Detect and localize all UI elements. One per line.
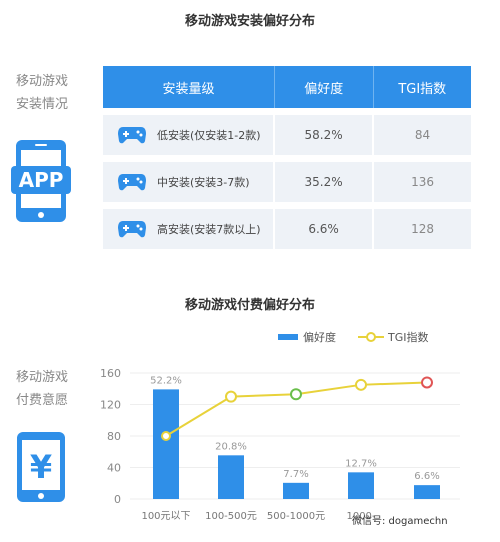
- legend-line-label: TGI指数: [387, 330, 429, 344]
- install-side-label: 移动游戏 安装情况: [2, 70, 82, 116]
- legend-bar-swatch: [278, 334, 298, 340]
- bar: [283, 482, 309, 499]
- install-table: 安装量级 偏好度 TGI指数 低安装(仅安装1-2款) 58.2% 84 中安装…: [103, 66, 471, 249]
- row-tgi: 136: [372, 162, 471, 202]
- x-tick-label: 500-1000元: [267, 511, 325, 522]
- payment-side-label: 移动游戏 付费意愿: [2, 366, 82, 412]
- side-label-line-1: 移动游戏: [15, 370, 68, 385]
- yuan-icon-text: ¥: [30, 448, 52, 486]
- table-header: 安装量级 偏好度 TGI指数: [103, 66, 471, 108]
- bar: [218, 455, 244, 499]
- tgi-point: [421, 376, 433, 389]
- side-label-line-1: 移动游戏: [15, 74, 68, 89]
- row-tgi: 84: [372, 115, 471, 155]
- app-phone-icon: APP: [11, 138, 71, 224]
- row-pref: 58.2%: [273, 115, 372, 155]
- side-label-line-2: 安装情况: [15, 97, 68, 112]
- y-tick-label: 160: [100, 367, 121, 380]
- bar: [414, 485, 440, 499]
- tgi-point: [290, 388, 302, 401]
- header-tgi: TGI指数: [372, 66, 471, 108]
- y-tick-label: 40: [107, 462, 121, 475]
- header-preference: 偏好度: [274, 66, 372, 108]
- row-label: 高安装(安装7款以上): [157, 223, 261, 236]
- legend-line-marker: [366, 332, 376, 342]
- side-label-line-2: 付费意愿: [15, 393, 68, 408]
- payment-title: 移动游戏付费偏好分布: [184, 298, 315, 313]
- bar-data-label: 7.7%: [283, 469, 308, 480]
- header-install-level: 安装量级: [162, 81, 215, 97]
- bar-data-label: 6.6%: [414, 471, 439, 482]
- table-row: 低安装(仅安装1-2款) 58.2% 84: [103, 115, 471, 155]
- tgi-point: [161, 431, 171, 441]
- table-row: 中安装(安装3-7款) 35.2% 136: [103, 162, 471, 202]
- x-tick-label: 1000-: [346, 511, 375, 522]
- watermark: 微信号: dogamechn: [352, 516, 448, 527]
- row-label: 中安装(安装3-7款): [157, 176, 250, 189]
- row-pref: 6.6%: [273, 209, 372, 249]
- row-tgi: 128: [372, 209, 471, 249]
- gamepad-icon: [118, 127, 146, 144]
- gamepad-icon: [118, 221, 146, 238]
- bar: [348, 472, 374, 499]
- yuan-phone-icon: ¥: [15, 430, 67, 504]
- app-icon-text: APP: [19, 168, 64, 192]
- gamepad-icon: [118, 174, 146, 191]
- tgi-point: [225, 390, 237, 403]
- install-title: 移动游戏安装偏好分布: [184, 14, 315, 29]
- bar-data-label: 52.2%: [150, 375, 182, 386]
- bar-data-label: 20.8%: [215, 441, 247, 452]
- x-tick-label: 100元以下: [141, 511, 190, 522]
- row-pref: 35.2%: [273, 162, 372, 202]
- tgi-point: [355, 378, 367, 391]
- x-tick-label: 100-500元: [205, 511, 257, 522]
- y-tick-label: 120: [100, 399, 121, 412]
- bar: [153, 389, 179, 499]
- payment-chart: 偏好度 TGI指数 0 40 80 120 160 52.2% 20.8% 7.7% 12.7%…: [100, 330, 460, 522]
- table-row: 高安装(安装7款以上) 6.6% 128: [103, 209, 471, 249]
- y-tick-label: 0: [114, 493, 121, 506]
- y-tick-label: 80: [107, 430, 121, 443]
- legend-bar-label: 偏好度: [303, 330, 336, 344]
- row-label: 低安装(仅安装1-2款): [157, 129, 261, 142]
- bar-data-label: 12.7%: [345, 458, 377, 469]
